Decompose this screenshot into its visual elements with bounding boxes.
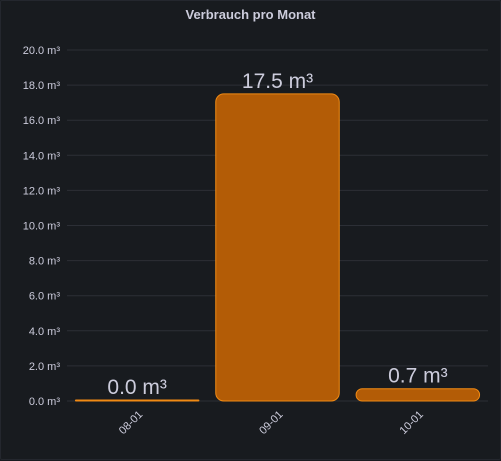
y-tick-label: 18.0 m³ [23,80,61,92]
y-tick-label: 14.0 m³ [23,150,61,162]
y-tick-label: 8.0 m³ [29,256,61,268]
bar-09-01 [215,93,340,402]
y-tick-label: 4.0 m³ [29,326,61,338]
y-tick-label: 6.0 m³ [29,291,61,303]
data-label: 0.7 m³ [388,365,448,388]
bar-10-01 [355,388,481,402]
y-tick-label: 2.0 m³ [29,361,61,373]
chart-title: Verbrauch pro Monat [185,7,316,22]
y-tick-label: 12.0 m³ [23,185,61,197]
data-label: 17.5 m³ [242,70,313,93]
x-tick-label: 08-01 [117,409,145,437]
data-label: 0.0 m³ [107,376,167,399]
y-tick-label: 10.0 m³ [23,221,61,233]
bar-08-01 [74,399,200,402]
y-tick-label: 20.0 m³ [23,45,61,57]
x-tick-label: 09-01 [257,409,285,437]
x-tick-label: 10-01 [398,409,426,437]
y-tick-label: 16.0 m³ [23,115,61,127]
y-tick-label: 0.0 m³ [29,396,61,408]
